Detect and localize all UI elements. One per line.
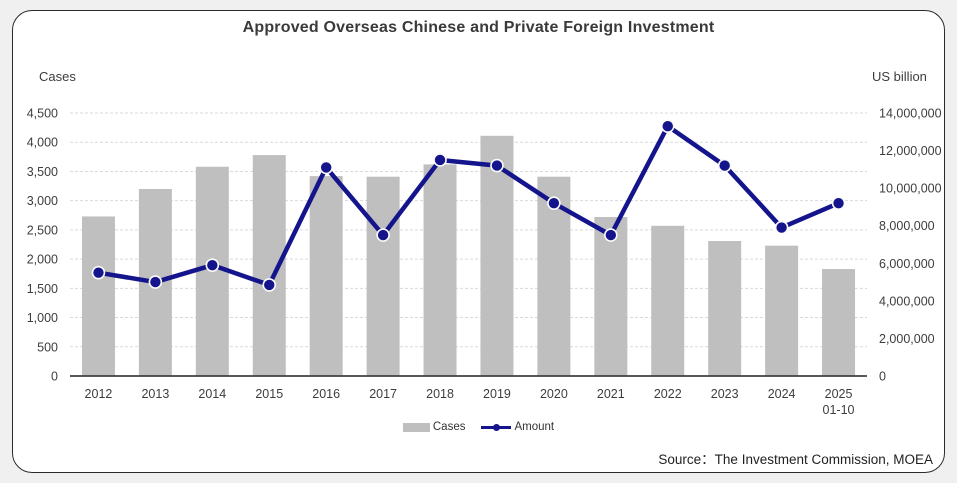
legend-item-cases: Cases	[402, 421, 466, 433]
svg-text:2,500: 2,500	[27, 223, 58, 237]
source-note: Source：The Investment Commission, MOEA	[658, 452, 933, 467]
svg-text:10,000,000: 10,000,000	[879, 182, 942, 196]
svg-text:14,000,000: 14,000,000	[879, 107, 942, 121]
svg-text:3,000: 3,000	[27, 194, 58, 208]
svg-text:2018: 2018	[426, 387, 454, 401]
svg-text:2,000,000: 2,000,000	[879, 332, 935, 346]
svg-text:2023: 2023	[711, 387, 739, 401]
svg-text:2014: 2014	[198, 387, 226, 401]
cases-swatch-icon	[402, 422, 430, 432]
svg-text:01-10: 01-10	[823, 403, 855, 417]
svg-text:2012: 2012	[85, 387, 113, 401]
svg-text:4,500: 4,500	[27, 107, 58, 121]
svg-text:2013: 2013	[141, 387, 169, 401]
svg-text:6,000,000: 6,000,000	[879, 257, 935, 271]
legend-cases-label: Cases	[432, 421, 466, 433]
svg-text:2016: 2016	[312, 387, 340, 401]
left-axis-unit-label: Cases	[39, 69, 76, 84]
chart-title: Approved Overseas Chinese and Private Fo…	[242, 19, 715, 36]
amount-swatch-icon	[481, 422, 512, 432]
svg-text:4,000: 4,000	[27, 136, 58, 150]
svg-text:1,000: 1,000	[27, 311, 58, 325]
svg-text:2017: 2017	[369, 387, 397, 401]
svg-text:2024: 2024	[768, 387, 796, 401]
svg-text:0: 0	[51, 370, 58, 384]
legend-amount-label: Amount	[514, 421, 555, 433]
svg-text:2021: 2021	[597, 387, 625, 401]
svg-text:2025: 2025	[825, 387, 853, 401]
svg-text:1,500: 1,500	[27, 282, 58, 296]
svg-text:2,000: 2,000	[27, 253, 58, 267]
chart-legend: Cases Amount	[0, 421, 957, 433]
legend-item-amount: Amount	[481, 421, 554, 433]
svg-text:0: 0	[879, 370, 886, 384]
svg-text:2022: 2022	[654, 387, 682, 401]
svg-text:2019: 2019	[483, 387, 511, 401]
svg-text:12,000,000: 12,000,000	[879, 144, 942, 158]
svg-text:8,000,000: 8,000,000	[879, 219, 935, 233]
svg-text:500: 500	[37, 340, 58, 354]
right-axis-unit-label: US billion	[872, 69, 927, 84]
svg-text:4,000,000: 4,000,000	[879, 294, 935, 308]
svg-text:2015: 2015	[255, 387, 283, 401]
svg-text:2020: 2020	[540, 387, 568, 401]
svg-text:3,500: 3,500	[27, 165, 58, 179]
